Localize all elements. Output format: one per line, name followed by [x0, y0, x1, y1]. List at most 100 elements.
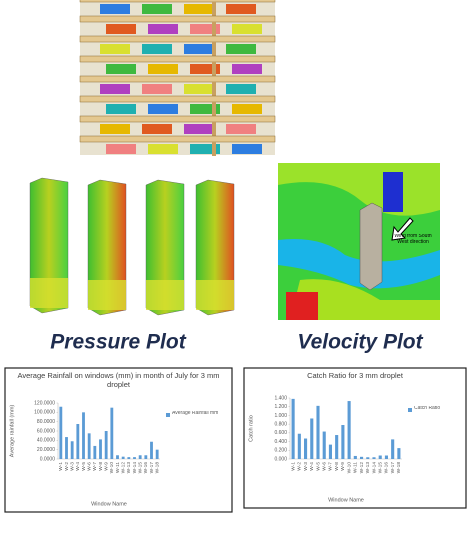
- bar: [87, 433, 91, 459]
- floor-slab: [79, 55, 276, 63]
- x-tick-label: W-10: [109, 462, 115, 474]
- x-tick-label: W-1: [58, 462, 64, 471]
- tower-base: [196, 280, 234, 310]
- column: [212, 142, 216, 156]
- bar: [65, 437, 68, 459]
- bar: [110, 407, 114, 459]
- x-tick-label: W-2: [297, 462, 303, 471]
- chart-title: Average Rainfall on windows (mm) in mont…: [17, 372, 220, 389]
- bar: [391, 439, 395, 459]
- y-tick-label: 0.0000: [40, 456, 56, 462]
- y-tick-label: 1.200: [274, 404, 287, 410]
- window-panel: [226, 84, 256, 94]
- column: [212, 62, 216, 76]
- column: [212, 82, 216, 96]
- x-tick-label: W-5: [315, 462, 321, 471]
- window-panel: [190, 24, 220, 34]
- floor-slab: [79, 115, 276, 123]
- bar-chart: Average Rainfall on windows (mm) in mont…: [4, 367, 233, 513]
- x-tick-label: W-15: [377, 462, 383, 474]
- x-tick-label: W-8: [334, 462, 340, 471]
- bar: [104, 431, 108, 459]
- bar: [341, 425, 345, 459]
- bar: [347, 401, 351, 459]
- column: [212, 122, 216, 136]
- x-tick-label: W-2: [64, 462, 70, 471]
- chart-frame: [4, 367, 233, 513]
- bar: [59, 406, 63, 459]
- bar: [138, 455, 142, 459]
- x-tick-label: W-6: [86, 462, 92, 471]
- floor-slab: [79, 95, 276, 103]
- window-panel: [100, 124, 130, 134]
- bar: [378, 455, 382, 459]
- bar: [366, 457, 370, 459]
- velocity-zone: [278, 239, 440, 289]
- x-axis-title: Window Name: [328, 497, 364, 503]
- x-tick-label: W-12: [120, 462, 126, 474]
- bar: [291, 398, 295, 459]
- floor-slab: [79, 0, 276, 3]
- window-panel: [100, 44, 130, 54]
- chart-title: Catch Ratio for 3 mm droplet: [307, 372, 403, 380]
- window-panel: [148, 144, 178, 154]
- column: [212, 2, 216, 16]
- tower-base: [146, 280, 184, 310]
- bar: [397, 448, 401, 459]
- y-tick-label: 20.0000: [37, 447, 55, 453]
- x-tick-label: W-14: [132, 462, 138, 474]
- x-tick-label: W-16: [143, 462, 149, 474]
- window-panel: [184, 44, 214, 54]
- legend-label: Catch Ratio: [414, 406, 441, 411]
- bar: [82, 412, 85, 459]
- window-panel: [232, 24, 262, 34]
- chart-title-box: Catch Ratio for 3 mm droplet: [307, 372, 403, 380]
- y-tick-label: 0.600: [274, 430, 287, 436]
- chart-frame: [243, 367, 467, 509]
- bar: [116, 455, 119, 459]
- x-tick-label: W-17: [149, 462, 155, 474]
- window-panel: [106, 24, 136, 34]
- x-tick-label: W-8: [98, 462, 104, 471]
- floor-slab: [79, 75, 276, 83]
- building-block: [286, 292, 318, 320]
- window-panel: [142, 124, 172, 134]
- x-tick-label: W-4: [309, 462, 315, 471]
- window-panel: [184, 124, 214, 134]
- building-block: [383, 172, 403, 212]
- window-panel: [142, 44, 172, 54]
- building-render: [79, 0, 276, 156]
- y-tick-label: 0.200: [274, 448, 287, 454]
- bar: [335, 435, 339, 459]
- chart-title-box: Average Rainfall on windows (mm) in mont…: [17, 372, 220, 389]
- y-tick-label: 60.0000: [37, 428, 55, 434]
- bar: [353, 455, 357, 459]
- x-tick-label: W-13: [126, 462, 132, 474]
- x-tick-label: W-3: [69, 462, 75, 471]
- window-panel: [106, 64, 136, 74]
- x-tick-label: W-9: [103, 462, 109, 471]
- velocity-render: Wind from South West direction: [278, 163, 440, 320]
- bar: [297, 433, 301, 459]
- legend-label-box: Average Rainfall mm: [172, 411, 219, 416]
- window-panel: [148, 104, 178, 114]
- window-panel: [232, 64, 262, 74]
- x-tick-label: W-16: [384, 462, 390, 474]
- y-tick-label: 80.0000: [37, 419, 55, 425]
- y-tick-label: 0.800: [274, 421, 287, 427]
- y-tick-label: 1.400: [274, 395, 287, 401]
- window-panel: [184, 4, 214, 14]
- y-tick-label: 1.000: [274, 413, 287, 419]
- legend-label: Average Rainfall mm: [172, 411, 219, 416]
- window-panel: [232, 144, 262, 154]
- bar: [155, 449, 159, 459]
- x-tick-label: W-9: [340, 462, 346, 471]
- x-tick-label: W-4: [75, 462, 81, 471]
- bar-chart: Catch Ratio for 3 mm droplet 0.000 0.200 0.…: [243, 367, 467, 509]
- charts: Average Rainfall on windows (mm) in mont…: [4, 367, 467, 513]
- bar: [121, 456, 125, 459]
- column: [212, 22, 216, 36]
- bar: [150, 441, 153, 459]
- floor-slab: [79, 15, 276, 23]
- window-panel: [100, 4, 130, 14]
